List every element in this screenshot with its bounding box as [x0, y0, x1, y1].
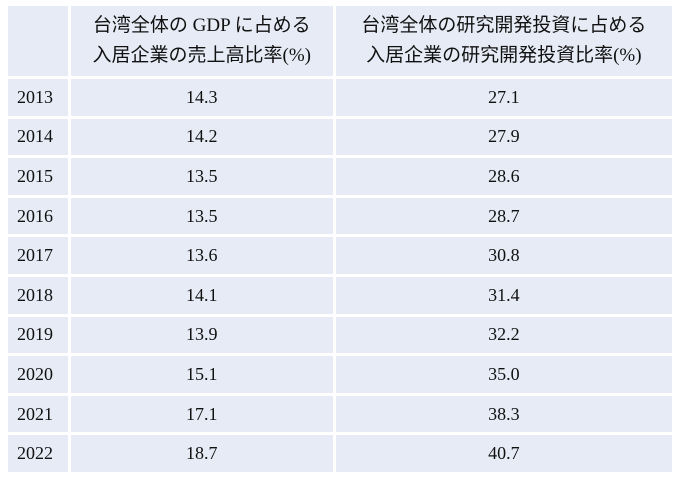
- year-cell: 2014: [8, 118, 68, 156]
- table-row: 2018 14.1 31.4: [8, 276, 672, 314]
- header-rd-share-line-1: 台湾全体の研究開発投資に占める: [361, 15, 647, 36]
- gdp-share-cell: 13.5: [70, 158, 333, 195]
- gdp-share-cell: 13.5: [70, 197, 333, 235]
- gdp-share-cell: 14.3: [70, 79, 333, 116]
- year-cell: 2022: [8, 435, 68, 472]
- rd-share-cell: 27.1: [335, 79, 672, 116]
- header-gdp-share-line-2: 入居企業の売上高比率(%): [92, 45, 312, 66]
- gdp-share-cell: 14.1: [70, 276, 333, 314]
- year-cell: 2021: [8, 395, 68, 433]
- year-cell: 2020: [8, 356, 68, 393]
- rd-share-cell: 31.4: [335, 276, 672, 314]
- gdp-share-cell: 13.6: [70, 237, 333, 274]
- header-rd-share: 台湾全体の研究開発投資に占める 入居企業の研究開発投資比率(%): [335, 6, 672, 76]
- rd-share-cell: 38.3: [335, 395, 672, 433]
- table-row: 2016 13.5 28.7: [8, 197, 672, 235]
- table-row: 2017 13.6 30.8: [8, 237, 672, 274]
- header-gdp-share: 台湾全体の GDP に占める 入居企業の売上高比率(%): [70, 6, 333, 76]
- header-rd-share-line-2: 入居企業の研究開発投資比率(%): [366, 45, 642, 66]
- header-year-cell: [8, 6, 68, 76]
- table-row: 2014 14.2 27.9: [8, 118, 672, 156]
- table-row: 2022 18.7 40.7: [8, 435, 672, 472]
- year-cell: 2016: [8, 197, 68, 235]
- year-cell: 2019: [8, 316, 68, 354]
- table-row: 2021 17.1 38.3: [8, 395, 672, 433]
- rd-share-cell: 35.0: [335, 356, 672, 393]
- gdp-share-cell: 14.2: [70, 118, 333, 156]
- gdp-share-cell: 18.7: [70, 435, 333, 472]
- data-table: 台湾全体の GDP に占める 入居企業の売上高比率(%) 台湾全体の研究開発投資…: [5, 3, 675, 475]
- year-cell: 2017: [8, 237, 68, 274]
- rd-share-cell: 28.6: [335, 158, 672, 195]
- rd-share-cell: 40.7: [335, 435, 672, 472]
- table-row: 2020 15.1 35.0: [8, 356, 672, 393]
- year-cell: 2015: [8, 158, 68, 195]
- table-row: 2015 13.5 28.6: [8, 158, 672, 195]
- year-cell: 2018: [8, 276, 68, 314]
- rd-share-cell: 32.2: [335, 316, 672, 354]
- gdp-share-cell: 13.9: [70, 316, 333, 354]
- table-row: 2019 13.9 32.2: [8, 316, 672, 354]
- header-row: 台湾全体の GDP に占める 入居企業の売上高比率(%) 台湾全体の研究開発投資…: [8, 6, 672, 76]
- table-row: 2013 14.3 27.1: [8, 79, 672, 116]
- rd-share-cell: 27.9: [335, 118, 672, 156]
- header-gdp-share-line-1: 台湾全体の GDP に占める: [92, 15, 311, 36]
- rd-share-cell: 30.8: [335, 237, 672, 274]
- rd-share-cell: 28.7: [335, 197, 672, 235]
- year-cell: 2013: [8, 79, 68, 116]
- gdp-share-cell: 15.1: [70, 356, 333, 393]
- gdp-share-cell: 17.1: [70, 395, 333, 433]
